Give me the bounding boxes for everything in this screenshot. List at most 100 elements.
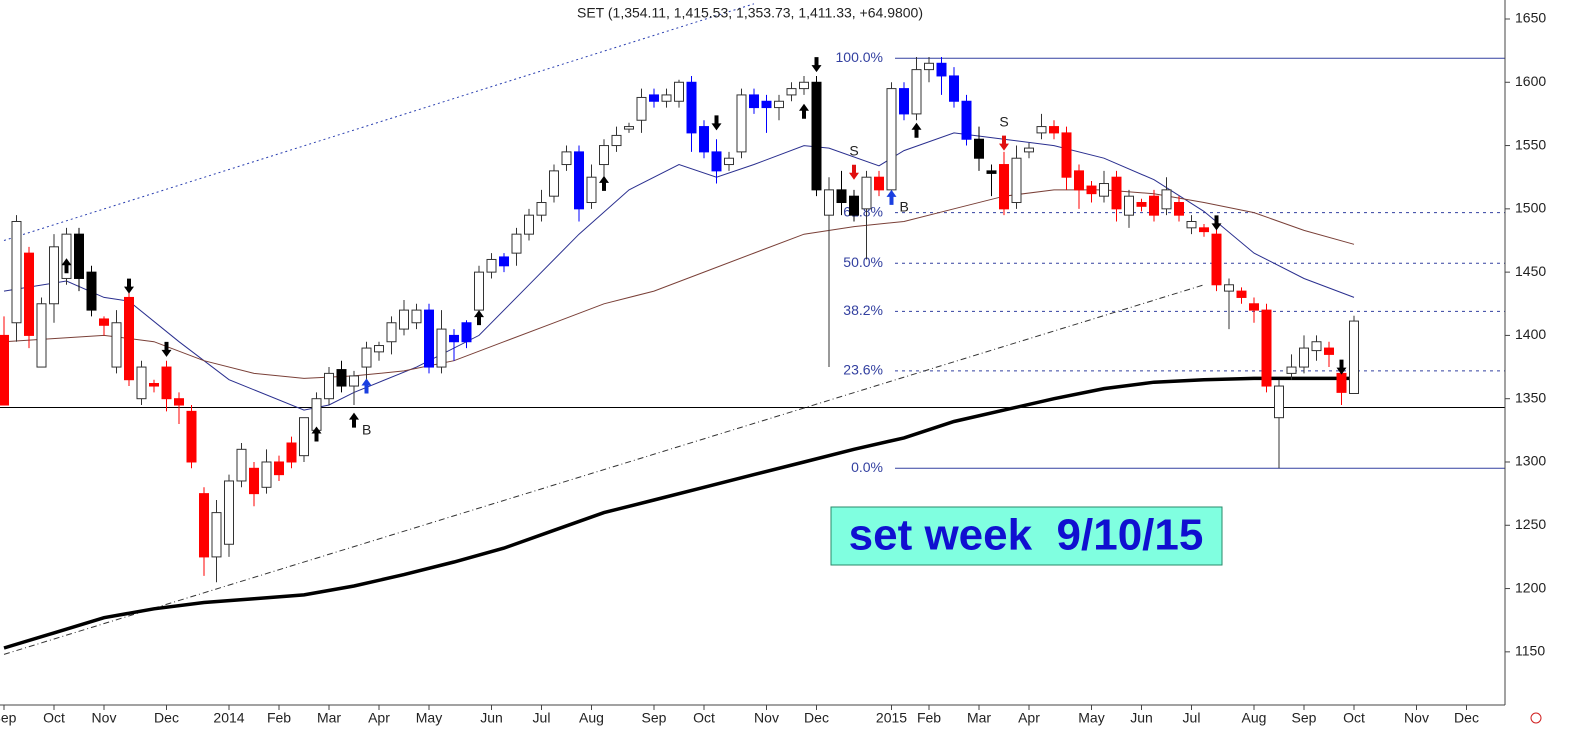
signal-arrow [1336, 359, 1347, 375]
candle-body [1224, 284, 1234, 292]
candle-body [911, 69, 922, 115]
candle-body [786, 88, 797, 96]
candle-body [86, 271, 97, 311]
y-tick-label: 1350 [1515, 389, 1546, 405]
signal-label: B [362, 421, 371, 437]
trend-line [3, 3, 755, 241]
candle-body [749, 94, 759, 109]
candle-body [874, 176, 884, 191]
candle-body [74, 233, 84, 279]
fib-label: 23.6% [843, 362, 883, 378]
candle-body [549, 170, 559, 197]
candle-body [486, 258, 497, 273]
candle-body [524, 214, 534, 235]
candle-body [1074, 170, 1084, 191]
x-tick-label: Oct [43, 710, 65, 726]
annotation-text: set week 9/10/15 [849, 511, 1204, 560]
candle-body [574, 151, 584, 210]
candle-body [661, 94, 672, 102]
candle-body [711, 151, 722, 172]
candle-body [224, 480, 234, 545]
candle-body [1249, 303, 1259, 311]
x-tick-label: 2014 [213, 710, 244, 726]
signal-arrow [799, 103, 809, 119]
candle-body [1086, 185, 1097, 195]
candle-body [361, 347, 372, 368]
candle-body [761, 100, 772, 109]
y-tick-label: 1150 [1515, 643, 1545, 659]
candle-body [1149, 195, 1159, 216]
signal-label: S [999, 113, 1008, 129]
candle-body [399, 309, 409, 330]
candle-body [436, 328, 447, 368]
fib-label: 100.0% [836, 49, 883, 65]
x-tick-label: Nov [1404, 710, 1429, 726]
candle-body [474, 271, 484, 311]
candle-body [349, 375, 359, 387]
candle-body [811, 81, 822, 191]
candle-body [599, 145, 609, 166]
candle-body [1336, 372, 1347, 393]
x-tick-label: Feb [917, 710, 941, 726]
candle-body [1036, 126, 1047, 134]
x-tick-label: Nov [754, 710, 779, 726]
candle-body [861, 176, 872, 210]
moving-average [3, 132, 1355, 411]
candle-body [286, 442, 297, 463]
x-tick-label: Nov [92, 710, 117, 726]
x-tick-label: Apr [368, 710, 390, 726]
candle-body [1099, 183, 1109, 197]
candle-body [1161, 189, 1172, 210]
candle-body [274, 461, 284, 476]
y-tick-label: 1200 [1515, 579, 1546, 595]
signal-arrow [311, 426, 322, 442]
candle-body [199, 493, 209, 558]
y-tick-label: 1250 [1515, 516, 1546, 532]
signal-arrow [811, 57, 822, 73]
signal-arrow [599, 175, 609, 191]
candle-body [624, 126, 634, 130]
candle-body [0, 334, 9, 406]
x-tick-label: Dec [1454, 710, 1479, 726]
candle-body [999, 164, 1009, 210]
x-tick-label: Dec [804, 710, 829, 726]
x-tick-label: Jun [480, 710, 503, 726]
candle-body [986, 170, 997, 174]
candle-body [649, 94, 659, 102]
x-tick-label: Jul [1183, 710, 1201, 726]
candle-body [1174, 202, 1184, 216]
x-tick-label: Feb [267, 710, 291, 726]
candle-body [99, 318, 109, 326]
candle-body [111, 322, 122, 368]
fib-label: 50.0% [843, 254, 883, 270]
candle-body [736, 94, 747, 153]
candle-body [1049, 126, 1059, 134]
candle-body [924, 62, 934, 71]
candle-body [849, 195, 859, 216]
x-tick-label: Oct [693, 710, 715, 726]
candle-body [411, 309, 422, 324]
candle-body [136, 366, 147, 400]
y-tick-label: 1650 [1515, 10, 1546, 26]
fib-label: 38.2% [843, 302, 883, 318]
fib-label: 0.0% [851, 459, 883, 475]
signal-arrow [349, 412, 359, 428]
candle-body [1111, 176, 1122, 210]
candle-body [799, 81, 809, 90]
candle-body [386, 322, 397, 343]
signal-arrow [361, 378, 372, 394]
x-tick-label: May [416, 710, 442, 726]
candle-body [536, 202, 547, 216]
chart-title: SET (1,354.11, 1,415.53, 1,353.73, 1,411… [577, 5, 923, 21]
y-tick-label: 1500 [1515, 200, 1546, 216]
candle-body [1286, 366, 1297, 374]
candle-body [1199, 227, 1209, 233]
signal-arrow [886, 189, 897, 205]
candle-body [774, 100, 784, 109]
candle-body [311, 398, 322, 431]
x-tick-label: Sep [0, 710, 17, 726]
candle-body [1299, 347, 1309, 368]
candle-body [186, 410, 197, 463]
moving-average [3, 189, 1355, 379]
candle-body [1011, 157, 1022, 204]
